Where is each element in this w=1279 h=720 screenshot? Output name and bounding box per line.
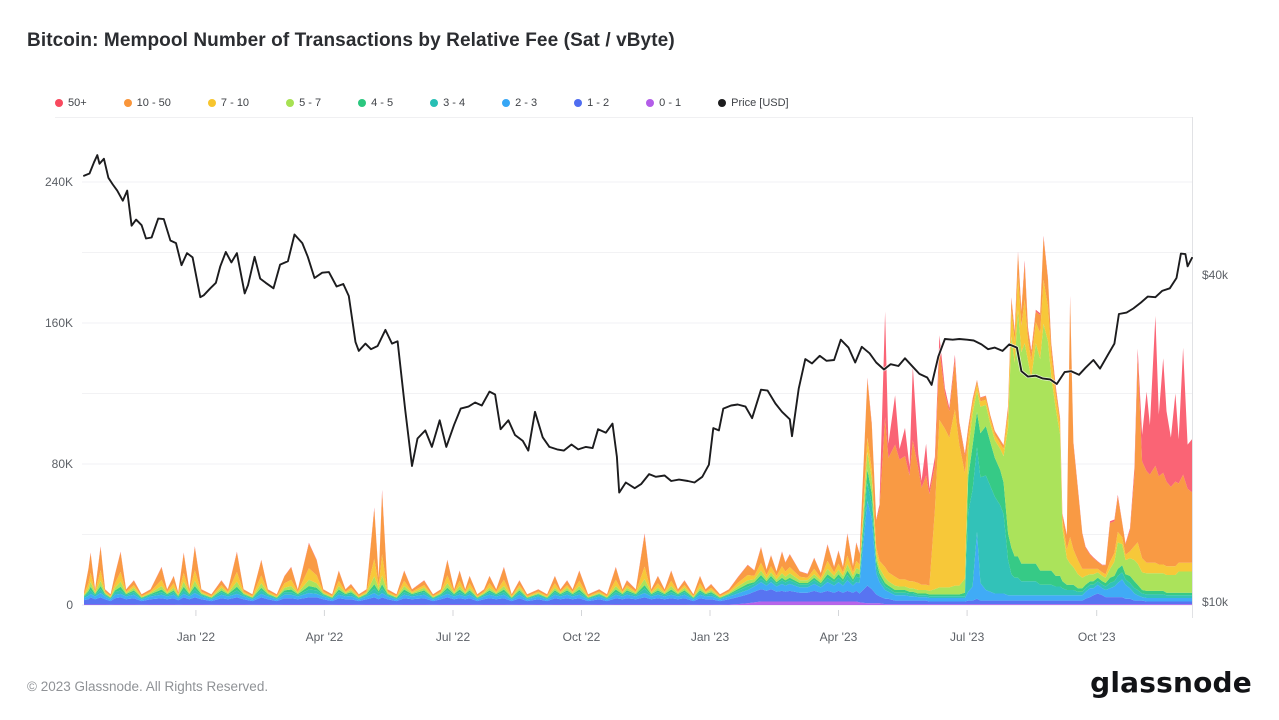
legend-item-label: 50+ bbox=[68, 97, 87, 109]
page-title: Bitcoin: Mempool Number of Transactions … bbox=[27, 30, 675, 51]
y-axis-label-right: $40k bbox=[1202, 268, 1229, 282]
legend-item-label: 5 - 7 bbox=[299, 97, 322, 109]
y-axis-label-right: $10k bbox=[1202, 595, 1229, 609]
legend-dot-icon bbox=[718, 99, 727, 107]
x-axis-label: Jan '23 bbox=[691, 630, 730, 644]
legend-item-5-7[interactable]: 5 - 7 bbox=[286, 97, 321, 109]
legend-dot-icon bbox=[358, 99, 367, 107]
price-line bbox=[83, 154, 1193, 494]
legend-dot-icon bbox=[646, 99, 655, 107]
legend-item-7-10[interactable]: 7 - 10 bbox=[207, 97, 250, 109]
area-series-0-1 bbox=[84, 601, 1192, 605]
legend-item-label: 10 - 50 bbox=[136, 97, 171, 109]
x-axis-label: Jan '22 bbox=[177, 630, 216, 644]
area-series-3-4 bbox=[84, 447, 1192, 600]
y-axis-label-left: 160K bbox=[45, 316, 73, 330]
area-series-1-2 bbox=[84, 585, 1192, 605]
glassnode-logo: glassnode bbox=[1090, 666, 1252, 699]
y-axis-label-left: 240K bbox=[45, 175, 73, 189]
legend-item-50-plus[interactable]: 50+ bbox=[55, 97, 87, 109]
legend-item-label: 7 - 10 bbox=[220, 97, 250, 109]
legend-dot-icon bbox=[55, 99, 63, 107]
x-axis-label: Apr '23 bbox=[820, 630, 858, 644]
legend-item-label: 2 - 3 bbox=[515, 97, 538, 109]
legend-item-label: 1 - 2 bbox=[587, 97, 610, 109]
copyright-text: © 2023 Glassnode. All Rights Reserved. bbox=[27, 679, 269, 694]
x-axis-label: Oct '23 bbox=[1078, 630, 1116, 644]
legend-item-3-4[interactable]: 3 - 4 bbox=[430, 97, 465, 109]
area-series-10-50 bbox=[84, 237, 1192, 596]
legend-dot-icon bbox=[123, 99, 132, 107]
legend-dot-icon bbox=[286, 99, 295, 107]
y-axis-label-left: 0 bbox=[66, 598, 73, 612]
legend-dot-icon bbox=[207, 99, 216, 107]
legend: 50+ 10 - 50 7 - 10 5 - 7 4 - 5 3 - 4 2 - 3 1 - … bbox=[55, 97, 789, 109]
legend-item-0-1[interactable]: 0 - 1 bbox=[646, 97, 681, 109]
legend-dot-icon bbox=[430, 99, 439, 107]
legend-item-label: 3 - 4 bbox=[443, 97, 466, 109]
legend-dot-icon bbox=[574, 99, 583, 107]
x-axis-label: Jul '22 bbox=[436, 630, 471, 644]
legend-item-label: 0 - 1 bbox=[659, 97, 682, 109]
legend-item-4-5[interactable]: 4 - 5 bbox=[358, 97, 393, 109]
x-axis-label: Oct '22 bbox=[563, 630, 601, 644]
y-axis-label-left: 80K bbox=[52, 457, 73, 471]
legend-item-label: 4 - 5 bbox=[371, 97, 394, 109]
legend-item-1-2[interactable]: 1 - 2 bbox=[574, 97, 609, 109]
legend-item-price-usd[interactable]: Price [USD] bbox=[718, 97, 789, 109]
area-series-5-7 bbox=[84, 309, 1192, 598]
x-axis-label: Apr '22 bbox=[306, 630, 344, 644]
legend-dot-icon bbox=[502, 99, 511, 107]
legend-item-10-50[interactable]: 10 - 50 bbox=[123, 97, 171, 109]
x-axis-label: Jul '23 bbox=[950, 630, 985, 644]
legend-item-2-3[interactable]: 2 - 3 bbox=[502, 97, 537, 109]
legend-item-label: Price [USD] bbox=[731, 97, 789, 109]
